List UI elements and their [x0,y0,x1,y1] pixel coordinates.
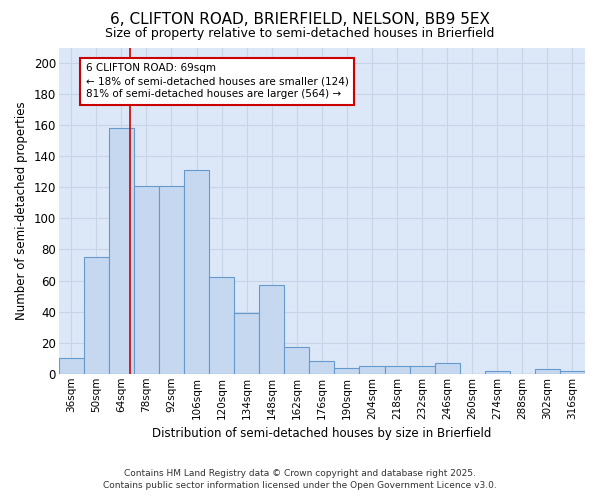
Bar [184,170,209,374]
Bar [359,366,385,374]
Bar [284,348,310,374]
Bar [385,366,410,374]
Bar [535,369,560,374]
Bar [109,128,134,374]
Bar [485,370,510,374]
Bar [209,278,234,374]
Text: Size of property relative to semi-detached houses in Brierfield: Size of property relative to semi-detach… [106,28,494,40]
Bar [410,366,434,374]
Bar [334,368,359,374]
Bar [259,285,284,374]
Bar [134,186,159,374]
Text: 6 CLIFTON ROAD: 69sqm
← 18% of semi-detached houses are smaller (124)
81% of sem: 6 CLIFTON ROAD: 69sqm ← 18% of semi-deta… [86,63,349,100]
Bar [234,313,259,374]
Bar [310,362,334,374]
Y-axis label: Number of semi-detached properties: Number of semi-detached properties [15,102,28,320]
Bar [59,358,84,374]
Bar [159,186,184,374]
Text: 6, CLIFTON ROAD, BRIERFIELD, NELSON, BB9 5EX: 6, CLIFTON ROAD, BRIERFIELD, NELSON, BB9… [110,12,490,28]
Bar [434,363,460,374]
Bar [560,370,585,374]
Text: Contains HM Land Registry data © Crown copyright and database right 2025.
Contai: Contains HM Land Registry data © Crown c… [103,468,497,490]
Bar [84,257,109,374]
X-axis label: Distribution of semi-detached houses by size in Brierfield: Distribution of semi-detached houses by … [152,427,491,440]
